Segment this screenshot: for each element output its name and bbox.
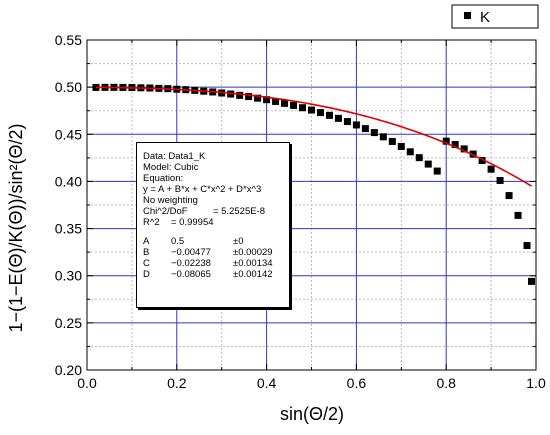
fit-parameters: A 0.5 ±0 B −0.00477 ±0.00029 C −0.02238 …	[143, 236, 289, 280]
fit-data-name: Data: Data1_K	[143, 151, 206, 162]
fit-equation-label: Equation:	[143, 173, 184, 184]
data-point	[379, 133, 387, 141]
data-point	[316, 109, 324, 117]
fit-r2-label: R^2	[143, 217, 160, 228]
x-tick-label: 0.0	[77, 375, 97, 391]
fit-param-value: 0.5	[171, 236, 185, 247]
fit-equation: y = A + B*x + C*x^2 + D*x^3	[143, 184, 262, 195]
fit-param-error: ±0.00134	[233, 258, 273, 269]
data-point	[272, 97, 280, 105]
fit-curve	[95, 86, 532, 187]
data-point	[245, 93, 253, 101]
data-point	[514, 211, 522, 219]
y-tick-label: 0.45	[55, 126, 82, 142]
axis-ticks	[86, 39, 537, 371]
legend-marker	[464, 12, 471, 19]
fit-chi2-label: Chi^2/DoF	[143, 206, 188, 217]
data-point	[478, 156, 486, 164]
x-tick-labels: 0.0 0.2 0.4 0.6 0.8 1.0	[77, 375, 546, 391]
data-point	[334, 114, 342, 122]
fit-results-box: Data: Data1_K Model: Cubic Equation: y =…	[136, 142, 290, 308]
data-point	[523, 242, 531, 250]
data-point	[236, 91, 244, 99]
fit-param-row: C −0.02238 ±0.00134	[143, 258, 289, 269]
data-point	[442, 137, 450, 145]
data-point	[433, 167, 441, 175]
fit-param-error: ±0.00029	[233, 247, 273, 258]
data-point	[263, 96, 271, 104]
data-point	[343, 118, 351, 126]
data-point	[388, 137, 396, 145]
fit-param-row: D −0.08065 ±0.00142	[143, 269, 289, 280]
y-tick-label: 0.20	[55, 362, 82, 378]
data-point	[281, 99, 289, 107]
fit-param-error: ±0.00142	[233, 269, 273, 280]
y-tick-label: 0.25	[55, 315, 82, 331]
data-point	[415, 154, 423, 162]
data-point	[254, 94, 262, 102]
data-point	[505, 192, 513, 200]
fit-param-value: −0.00477	[171, 247, 211, 258]
fit-param-row: B −0.00477 ±0.00029	[143, 247, 289, 258]
data-point	[299, 104, 307, 112]
data-point	[361, 125, 369, 133]
fit-r2: R^2 = 0.99954	[143, 217, 289, 228]
y-tick-label: 0.55	[55, 32, 82, 48]
legend-box	[451, 4, 539, 29]
fit-param-name: D	[143, 269, 150, 280]
fit-param-value: −0.02238	[171, 258, 211, 269]
x-tick-label: 1.0	[526, 375, 546, 391]
y-axis-title: 1−(1−E(Θ)/K(Θ))/sin²(Θ/2)	[6, 123, 26, 332]
fit-param-value: −0.08065	[171, 269, 211, 280]
data-point	[290, 101, 298, 109]
legend-label: K	[480, 9, 490, 26]
y-tick-labels: 0.20 0.25 0.30 0.35 0.40 0.45 0.50 0.55	[55, 32, 82, 378]
data-point	[496, 176, 504, 184]
legend: K	[451, 4, 539, 29]
fit-model: Model: Cubic	[143, 162, 199, 173]
fit-r2-value: = 0.99954	[171, 217, 214, 228]
data-point	[370, 129, 378, 137]
fit-param-name: C	[143, 258, 150, 269]
y-tick-label: 0.50	[55, 79, 82, 95]
x-tick-label: 0.6	[347, 375, 367, 391]
data-point	[397, 142, 405, 150]
x-tick-label: 0.8	[436, 375, 456, 391]
data-point	[325, 111, 333, 119]
data-point	[528, 277, 536, 285]
data-point	[406, 148, 414, 156]
data-point	[487, 165, 495, 173]
data-point	[308, 106, 315, 114]
fit-chi2: Chi^2/DoF = 5.2525E-8	[143, 206, 289, 217]
data-point	[460, 145, 468, 153]
fit-param-error: ±0	[233, 236, 244, 247]
y-tick-label: 0.40	[55, 173, 82, 189]
data-point	[451, 141, 459, 149]
fit-param-name: B	[143, 247, 150, 258]
fit-param-name: A	[143, 236, 150, 247]
fit-chi2-value: = 5.2525E-8	[213, 206, 266, 217]
data-point	[469, 150, 477, 158]
x-tick-label: 0.2	[167, 375, 187, 391]
data-point	[424, 160, 432, 168]
x-axis-title: sin(Θ/2)	[280, 404, 344, 424]
y-tick-label: 0.35	[55, 221, 82, 237]
fit-weighting: No weighting	[143, 195, 198, 206]
fit-param-row: A 0.5 ±0	[143, 236, 289, 247]
x-tick-label: 0.4	[257, 375, 277, 391]
data-point	[352, 121, 360, 129]
y-tick-label: 0.30	[55, 268, 82, 284]
